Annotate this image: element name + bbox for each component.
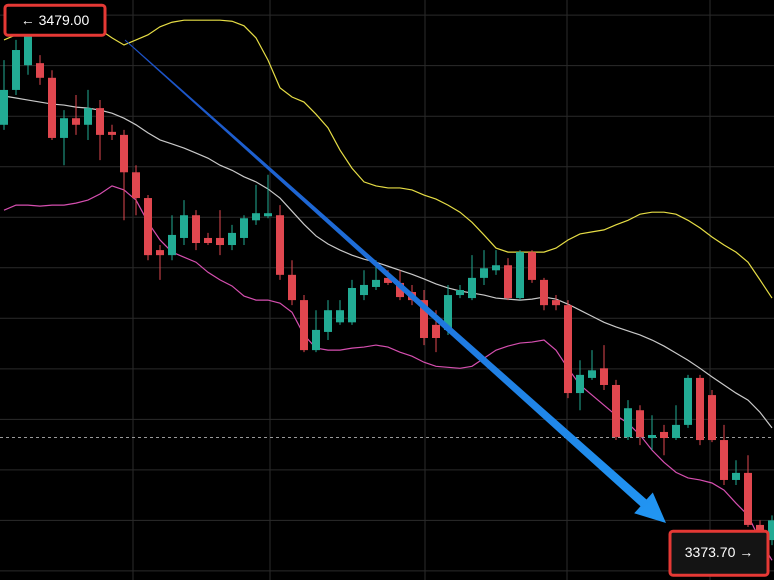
candle-body xyxy=(708,395,716,441)
trend-arrow xyxy=(124,39,666,523)
candle-body xyxy=(348,287,356,323)
candle-body xyxy=(684,377,692,425)
candle-body xyxy=(540,279,548,306)
candle-body xyxy=(300,300,308,351)
band-line xyxy=(3,95,773,429)
vertical-grid xyxy=(132,0,711,580)
candle-body xyxy=(720,440,728,480)
high-marker-label: ← 3479.00 xyxy=(21,12,90,28)
candle-body xyxy=(216,237,224,246)
candle-body xyxy=(600,368,608,385)
candle-body xyxy=(264,213,272,217)
low-marker-box xyxy=(668,529,770,577)
candle-body xyxy=(636,410,644,438)
candle-body xyxy=(84,108,92,125)
candle-body xyxy=(624,408,632,438)
candle-body xyxy=(384,277,392,283)
candle-body xyxy=(180,215,188,238)
candle-body xyxy=(612,384,620,438)
candle-body xyxy=(336,310,344,323)
candle-body xyxy=(60,118,68,138)
candle-body xyxy=(360,284,368,296)
price-markers: ← 3479.00 3373.70 → xyxy=(3,3,770,577)
high-marker-box xyxy=(3,3,107,37)
candle-body xyxy=(432,324,440,338)
candle-body xyxy=(648,435,656,439)
candle-body xyxy=(396,282,404,298)
candle-body xyxy=(468,277,476,299)
candle-body xyxy=(564,305,572,394)
candle-body xyxy=(552,300,560,306)
candle-body xyxy=(192,215,200,244)
candle-body xyxy=(96,108,104,135)
candle-body xyxy=(324,310,332,332)
candle-body xyxy=(24,29,32,66)
candle-body xyxy=(660,431,668,439)
candle-body xyxy=(444,295,452,330)
horizontal-grid xyxy=(0,14,774,572)
candle-body xyxy=(312,329,320,351)
candle-body xyxy=(516,252,524,299)
candle-body xyxy=(672,424,680,439)
candle-body xyxy=(696,377,704,441)
candle-body xyxy=(528,252,536,280)
candle-body xyxy=(372,279,380,287)
candle-body xyxy=(732,472,740,480)
candle-body xyxy=(132,172,140,199)
candle-body xyxy=(480,268,488,278)
candle-body xyxy=(420,300,428,338)
candle-body xyxy=(12,50,20,90)
candle-body xyxy=(108,131,116,135)
candle-body xyxy=(252,213,260,221)
candle-body xyxy=(156,250,164,256)
candle-body xyxy=(504,265,512,299)
candle-body xyxy=(768,520,774,541)
candle-body xyxy=(204,237,212,244)
band-line xyxy=(3,19,773,299)
candle-body xyxy=(72,118,80,125)
candle-body xyxy=(48,77,56,138)
candle-body xyxy=(588,370,596,378)
candle-body xyxy=(120,134,128,173)
candle-body xyxy=(456,290,464,296)
candle-body xyxy=(276,215,284,275)
candle-body xyxy=(168,234,176,256)
candle-body xyxy=(144,198,152,256)
candles xyxy=(0,20,774,553)
candle-body xyxy=(492,265,500,271)
low-marker-label: 3373.70 → xyxy=(685,544,754,560)
candle-body xyxy=(0,89,8,125)
candle-body xyxy=(228,232,236,246)
candle-body xyxy=(744,472,752,525)
candle-body xyxy=(576,374,584,394)
candle-body xyxy=(288,274,296,301)
candle-body xyxy=(240,218,248,238)
candle-body xyxy=(36,63,44,78)
